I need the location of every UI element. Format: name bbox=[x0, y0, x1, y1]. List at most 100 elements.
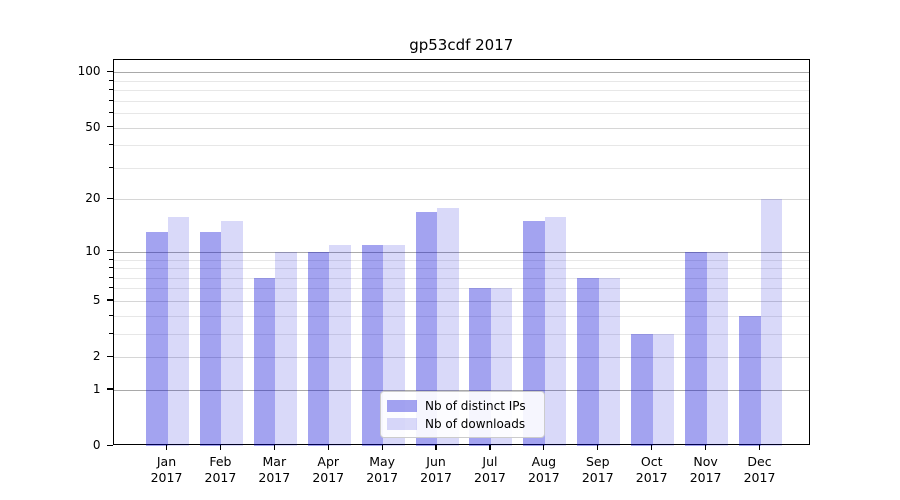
x-tick-year: 2017 bbox=[420, 470, 452, 485]
bar-distinct-ips bbox=[739, 315, 761, 446]
y-tick-mark bbox=[106, 197, 113, 200]
legend-label-distinct-ips: Nb of distinct IPs bbox=[425, 398, 526, 413]
y-minor-tick-mark bbox=[108, 112, 113, 114]
legend: Nb of distinct IPs Nb of downloads bbox=[380, 391, 545, 438]
gridline-major bbox=[113, 72, 809, 74]
y-tick-label: 2 bbox=[92, 349, 101, 364]
gridline-minor bbox=[113, 288, 809, 290]
bar-distinct-ips bbox=[307, 251, 330, 446]
y-minor-tick-mark bbox=[108, 166, 113, 168]
x-tick-month: Aug bbox=[531, 454, 557, 469]
bar-downloads bbox=[706, 251, 729, 446]
x-tick-year: 2017 bbox=[474, 470, 506, 485]
x-tick-label: Nov 2017 bbox=[676, 454, 736, 486]
x-tick-month: Dec bbox=[747, 454, 772, 469]
x-tick-label: Aug 2017 bbox=[514, 454, 574, 486]
x-tick-mark bbox=[219, 445, 221, 450]
gridline bbox=[113, 300, 809, 302]
x-tick-month: Mar bbox=[262, 454, 287, 469]
bar-downloads bbox=[329, 244, 351, 446]
y-tick-mark bbox=[106, 388, 113, 390]
x-tick-mark bbox=[597, 445, 599, 450]
bar-downloads bbox=[652, 333, 675, 446]
bar-downloads bbox=[167, 216, 189, 446]
gridline-minor bbox=[113, 268, 809, 270]
x-tick-mark bbox=[381, 445, 383, 450]
bar-distinct-ips bbox=[631, 333, 653, 446]
x-tick-mark bbox=[327, 445, 329, 450]
gridline-minor bbox=[113, 315, 809, 317]
gridline bbox=[113, 357, 809, 359]
legend-swatch-downloads bbox=[387, 417, 417, 430]
y-tick-mark bbox=[106, 299, 113, 301]
x-tick-year: 2017 bbox=[204, 470, 237, 485]
chart-title: gp53cdf 2017 bbox=[409, 36, 514, 54]
y-minor-tick-mark bbox=[108, 79, 113, 81]
gridline-major bbox=[113, 251, 809, 253]
y-minor-tick-mark bbox=[108, 144, 113, 146]
y-tick-label: 10 bbox=[85, 243, 101, 258]
x-tick-month: Sep bbox=[585, 454, 610, 469]
bar-distinct-ips bbox=[361, 244, 384, 446]
bar-distinct-ips bbox=[415, 211, 438, 446]
x-tick-mark bbox=[273, 445, 275, 450]
x-tick-mark bbox=[489, 445, 491, 450]
gridline-minor bbox=[113, 90, 809, 92]
x-tick-label: Apr 2017 bbox=[298, 454, 358, 486]
y-tick-label: 1 bbox=[92, 381, 101, 396]
y-minor-tick-mark bbox=[108, 276, 113, 278]
bar-downloads bbox=[760, 199, 782, 446]
x-tick-year: 2017 bbox=[258, 470, 291, 485]
gridline-minor bbox=[113, 113, 809, 115]
x-tick-year: 2017 bbox=[743, 470, 776, 485]
x-tick-label: Dec 2017 bbox=[730, 454, 790, 486]
x-tick-month: Jun bbox=[426, 454, 446, 469]
y-tick-mark bbox=[106, 250, 113, 252]
x-tick-label: Mar 2017 bbox=[244, 454, 304, 486]
legend-label-downloads: Nb of downloads bbox=[425, 416, 526, 431]
bar-downloads bbox=[221, 221, 243, 446]
y-minor-tick-mark bbox=[108, 287, 113, 289]
bar-distinct-ips bbox=[146, 232, 168, 446]
gridline-minor bbox=[113, 167, 809, 169]
bar-distinct-ips bbox=[253, 277, 276, 446]
x-tick-month: Jan bbox=[156, 454, 177, 469]
x-tick-mark bbox=[543, 445, 545, 450]
y-minor-tick-mark bbox=[108, 89, 113, 91]
bar-distinct-ips bbox=[685, 251, 707, 446]
legend-swatch-distinct-ips bbox=[387, 399, 417, 412]
x-tick-month: May bbox=[369, 454, 396, 469]
x-tick-label: Jan 2017 bbox=[137, 454, 197, 486]
x-tick-year: 2017 bbox=[581, 470, 614, 485]
y-tick-mark bbox=[106, 126, 113, 128]
x-tick-month: Jul bbox=[482, 454, 498, 469]
bar-downloads bbox=[598, 277, 621, 446]
y-tick-label: 0 bbox=[92, 438, 101, 452]
gridline-major bbox=[113, 389, 809, 391]
y-minor-tick-mark bbox=[108, 99, 113, 101]
y-tick-mark bbox=[106, 444, 113, 446]
x-tick-mark bbox=[651, 445, 653, 450]
x-tick-month: Nov bbox=[693, 454, 718, 469]
x-tick-mark bbox=[165, 445, 168, 450]
x-tick-label: Jul 2017 bbox=[460, 454, 520, 486]
legend-item-downloads: Nb of downloads bbox=[387, 417, 534, 431]
x-tick-year: 2017 bbox=[312, 470, 345, 485]
y-tick-label: 100 bbox=[77, 64, 101, 79]
x-tick-month: Feb bbox=[209, 454, 232, 469]
gridline-minor bbox=[113, 100, 809, 102]
bar-distinct-ips bbox=[523, 221, 545, 446]
gridline bbox=[113, 199, 809, 201]
x-tick-label: Oct 2017 bbox=[622, 454, 682, 486]
bar-downloads bbox=[544, 216, 567, 446]
bar-distinct-ips bbox=[199, 232, 222, 446]
gridline-minor bbox=[113, 80, 809, 82]
x-tick-year: 2017 bbox=[527, 470, 560, 485]
y-minor-tick-mark bbox=[108, 332, 113, 334]
bar-distinct-ips bbox=[577, 277, 599, 446]
x-tick-label: Jun 2017 bbox=[406, 454, 466, 486]
gridline-minor bbox=[113, 259, 809, 261]
x-tick-mark bbox=[705, 445, 707, 450]
x-tick-year: 2017 bbox=[366, 470, 399, 485]
